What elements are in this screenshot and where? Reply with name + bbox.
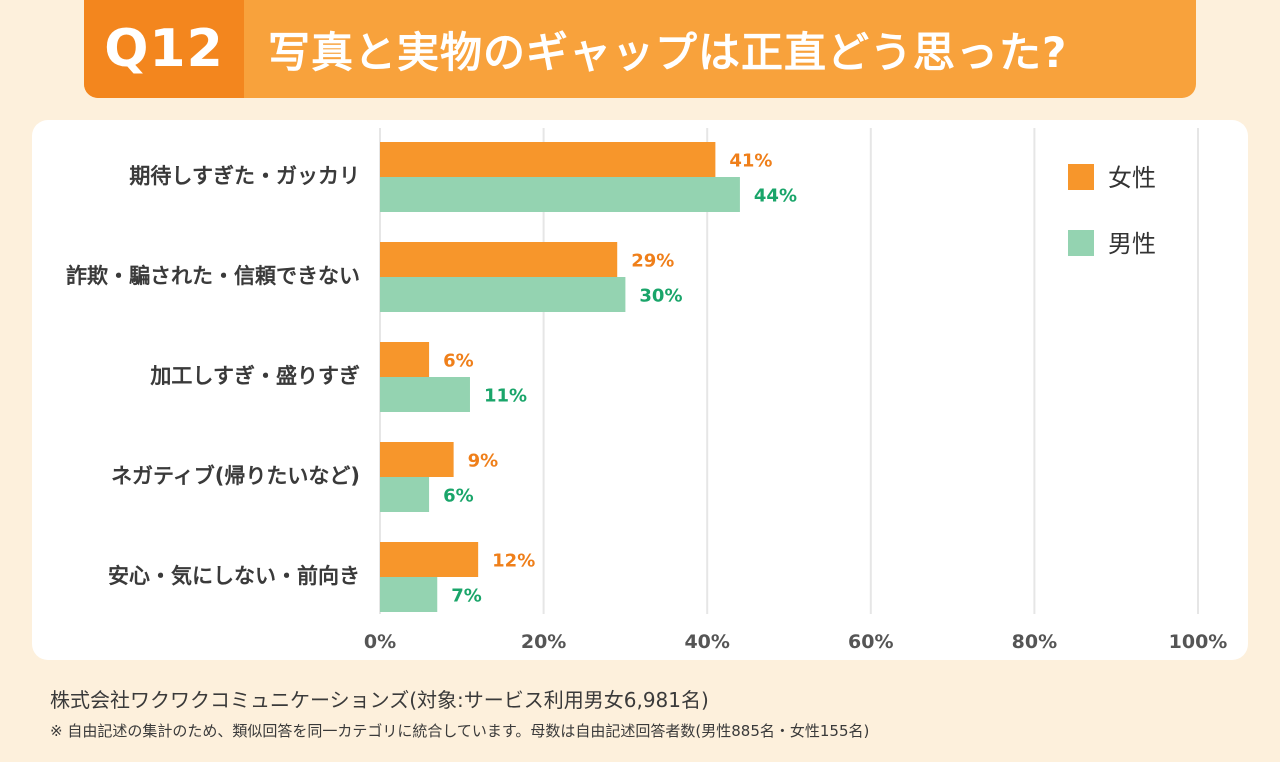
header-banner: Q12 写真と実物のギャップは正直どう思った? xyxy=(84,0,1196,98)
data-label: 30% xyxy=(639,286,682,307)
data-label: 41% xyxy=(729,151,772,172)
question-number: Q12 xyxy=(84,0,244,98)
bar xyxy=(380,477,430,512)
data-label: 7% xyxy=(451,586,482,607)
data-label: 9% xyxy=(468,451,499,472)
x-tick-label: 20% xyxy=(521,631,566,653)
data-label: 6% xyxy=(443,351,474,372)
bar-chart: 0% 20% 40% 60% 80% 100% 期待しすぎた・ガッカリ 41% 44% 詐欺・騙さ… xyxy=(66,128,1228,653)
bar xyxy=(380,142,716,177)
footnote: ※ 自由記述の集計のため、類似回答を同一カテゴリに統合しています。母数は自由記述… xyxy=(50,722,870,740)
bar xyxy=(380,342,430,377)
legend-swatch xyxy=(1068,164,1094,190)
bar xyxy=(380,242,618,277)
data-label: 44% xyxy=(754,186,797,207)
x-tick-label: 0% xyxy=(364,631,396,653)
data-label: 6% xyxy=(443,486,474,507)
legend-label: 女性 xyxy=(1108,164,1156,192)
bar xyxy=(380,442,454,477)
bar xyxy=(380,577,438,612)
data-label: 29% xyxy=(631,251,674,272)
bar xyxy=(380,177,740,212)
category-label: ネガティブ(帰りたいなど) xyxy=(111,464,360,488)
x-tick-label: 80% xyxy=(1012,631,1057,653)
legend-label: 男性 xyxy=(1108,230,1156,258)
category-label: 期待しすぎた・ガッカリ xyxy=(129,164,360,188)
category-label: 加工しすぎ・盛りすぎ xyxy=(149,364,360,388)
x-tick-label: 100% xyxy=(1169,631,1228,653)
bar xyxy=(380,277,626,312)
x-tick-label: 60% xyxy=(848,631,893,653)
data-label: 12% xyxy=(492,551,535,572)
x-tick-label: 40% xyxy=(684,631,729,653)
bar xyxy=(380,542,479,577)
chart-card: 0% 20% 40% 60% 80% 100% 期待しすぎた・ガッカリ 41% 44% 詐欺・騙さ… xyxy=(32,120,1248,660)
bar xyxy=(380,377,470,412)
category-label: 安心・気にしない・前向き xyxy=(108,564,360,588)
category-label: 詐欺・騙された・信頼できない xyxy=(66,264,360,288)
source-note: 株式会社ワクワクコミュニケーションズ(対象:サービス利用男女6,981名) xyxy=(50,688,709,712)
chart-title: 写真と実物のギャップは正直どう思った? xyxy=(268,27,1068,77)
legend-swatch xyxy=(1068,230,1094,256)
data-label: 11% xyxy=(484,386,527,407)
